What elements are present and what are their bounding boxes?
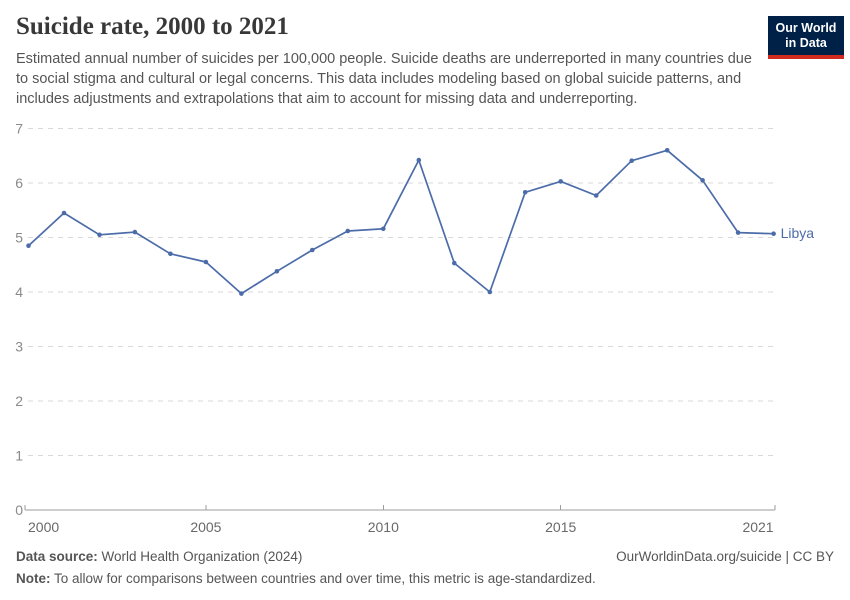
y-tick-label: 3 [15,339,23,355]
data-point[interactable] [735,230,741,235]
owid-logo[interactable]: Our World in Data [768,16,844,59]
data-point[interactable] [26,243,31,248]
x-tick-label: 2021 [742,519,773,535]
data-point[interactable] [522,190,528,195]
line-series-libya[interactable] [27,149,775,295]
data-point[interactable] [168,251,173,257]
data-point[interactable] [664,148,670,153]
y-tick-label: 2 [15,393,23,409]
chart-footer: Data source: World Health Organization (… [16,546,834,590]
data-point[interactable] [203,259,209,265]
gridlines [28,128,777,456]
y-tick-label: 6 [15,175,23,191]
data-point[interactable] [345,228,351,234]
x-tick-label: 2005 [190,519,221,535]
data-point[interactable] [416,157,422,163]
y-tick-label: 0 [15,502,23,518]
data-point[interactable] [132,229,138,235]
y-tick-label: 1 [15,448,23,464]
data-point[interactable] [593,193,599,198]
chart-canvas[interactable]: 0 1 2 3 4 5 6 7 2000 2005 2010 2015 2021 Libya [0,0,850,545]
data-point[interactable] [97,232,102,238]
footer-note: Note: To allow for comparisons between c… [16,568,834,590]
chart-subtitle: Estimated annual number of suicides per … [16,51,752,107]
y-tick-label: 7 [15,121,23,137]
owid-logo-red-bar [768,55,844,59]
y-tick-label: 5 [15,230,23,246]
data-point[interactable] [310,247,315,253]
data-source-text: Data source: World Health Organization (… [16,546,302,568]
y-axis-labels: 0 1 2 3 4 5 6 7 [15,121,23,519]
data-points [26,148,776,296]
data-point[interactable] [629,158,634,163]
data-point[interactable] [558,179,563,184]
x-tick-label: 2015 [545,519,576,535]
data-point[interactable] [239,291,244,296]
y-tick-label: 4 [15,284,23,300]
data-source-value: World Health Organization (2024) [97,549,303,564]
data-point[interactable] [61,210,67,216]
owid-logo-text: Our World in Data [768,16,844,55]
x-tick-label: 2010 [368,519,399,535]
data-point[interactable] [771,231,776,236]
entity-label[interactable]: Libya [781,225,815,241]
data-point[interactable] [700,178,705,183]
license-link[interactable]: OurWorldinData.org/suicide | CC BY [616,549,834,564]
x-axis-labels: 2000 2005 2010 2015 2021 [28,519,774,535]
data-source-label: Data source: [16,549,98,564]
data-point[interactable] [381,226,386,232]
data-point[interactable] [487,289,493,295]
page-title: Suicide rate, 2000 to 2021 [16,13,289,40]
note-value: To allow for comparisons between countri… [50,571,596,586]
x-axis [24,505,776,511]
data-point[interactable] [452,260,457,266]
data-point[interactable] [274,269,280,274]
chart-header: Suicide rate, 2000 to 2021 Estimated ann… [0,0,850,109]
owid-logo-line1: Our World [775,21,837,35]
x-tick-label: 2000 [28,519,59,535]
owid-logo-line2: in Data [785,36,827,50]
note-label: Note: [16,571,51,586]
